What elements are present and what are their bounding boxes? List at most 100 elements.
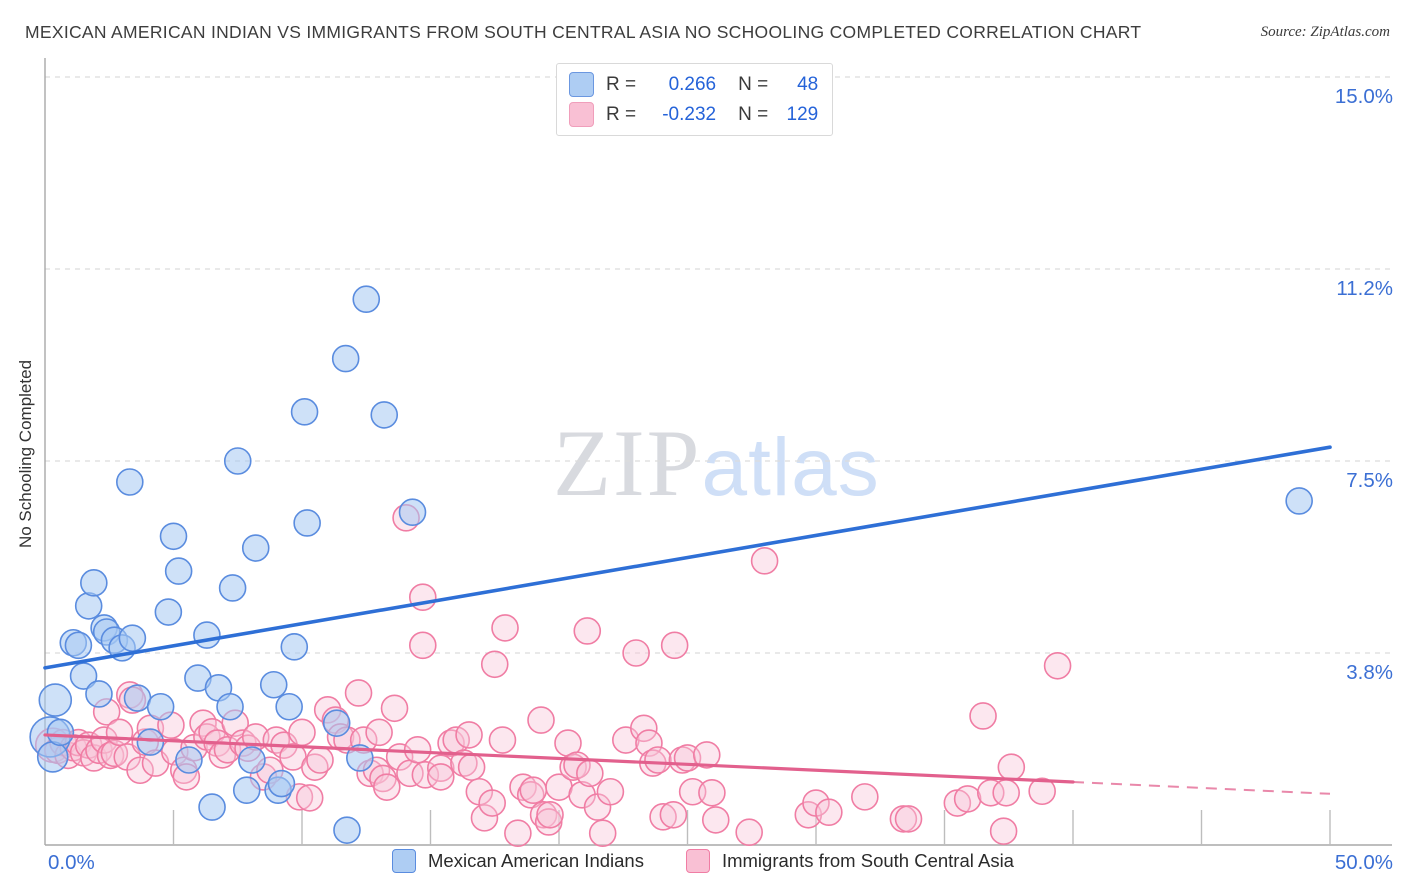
pink-point (491, 614, 519, 642)
pink-point (126, 756, 154, 785)
pink-point (815, 798, 843, 827)
pink-point (457, 753, 486, 781)
blue-point (164, 557, 193, 585)
blue-point (223, 447, 252, 475)
y-tick-label: 7.5% (1346, 469, 1393, 492)
pink-point (660, 631, 689, 660)
pink-point (630, 714, 658, 743)
pink-point (692, 741, 721, 769)
pink-point (989, 817, 1018, 845)
r-label: R = (606, 73, 637, 95)
blue-point (290, 398, 319, 426)
blue-point (267, 769, 296, 798)
blue-point (85, 680, 113, 708)
n-label: N = (738, 73, 769, 95)
n-value-blue: 48 (797, 73, 819, 95)
pink-point (470, 804, 499, 832)
blue-point (275, 692, 303, 721)
blue-point (123, 684, 152, 712)
pink-point (426, 754, 455, 783)
pink-point (403, 735, 432, 764)
pink-point (698, 778, 726, 807)
pink-point (519, 776, 548, 805)
blue-point (159, 522, 188, 551)
pink-point (536, 800, 564, 829)
y-axis-title: No Schooling Completed (16, 359, 35, 549)
pink-legend-swatch-icon (685, 849, 710, 873)
blue-legend-swatch-icon (392, 849, 417, 873)
blue-point (346, 744, 374, 772)
pink-point (306, 746, 334, 774)
pink-point (969, 702, 997, 730)
pink-point (450, 749, 478, 777)
pink-trend-line (43, 733, 1075, 784)
blue-point (74, 592, 103, 620)
r-label: R = (606, 103, 637, 125)
series-legend: Mexican American Indians Immigrants from… (0, 849, 1406, 873)
pink-point (644, 746, 672, 774)
blue-point (64, 631, 93, 660)
blue-point (46, 718, 75, 747)
pink-trend-line-dashed-extension (1072, 781, 1331, 795)
y-tick-label: 3.8% (1346, 661, 1393, 684)
blue-point (146, 692, 175, 721)
blue-point (216, 692, 244, 721)
stats-row-pink: R = -0.232 N = 129 (569, 102, 818, 127)
pink-point (1043, 651, 1072, 680)
y-tick-label: 15.0% (1335, 85, 1393, 108)
blue-point (322, 709, 351, 737)
blue-point (280, 633, 309, 661)
pink-point (527, 706, 555, 734)
stats-row-blue: R = 0.266 N = 48 (569, 72, 818, 97)
blue-point (198, 793, 226, 821)
pink-point (408, 631, 437, 660)
blue-point (154, 598, 183, 626)
pink-point (1028, 777, 1056, 806)
r-value-blue: 0.266 (668, 73, 717, 95)
blue-point (38, 683, 73, 717)
pink-point (851, 783, 879, 811)
pink-point (504, 819, 532, 848)
blue-point (80, 569, 108, 597)
page-title: MEXICAN AMERICAN INDIAN VS IMMIGRANTS FR… (25, 22, 1142, 42)
blue-point (116, 468, 144, 496)
pink-point (437, 729, 465, 757)
pink-point (288, 718, 316, 747)
blue-point (238, 746, 266, 774)
pink-point (701, 806, 730, 834)
blue-point (218, 574, 247, 602)
pink-point (894, 805, 923, 833)
pink-point (659, 800, 688, 829)
pink-point (596, 777, 625, 806)
pink-series-swatch-icon (569, 102, 594, 127)
blue-point (36, 741, 69, 773)
blue-point (241, 534, 270, 562)
pink-point (344, 679, 373, 707)
pink-point (488, 726, 517, 754)
x-axis-min-label: 0.0% (48, 851, 95, 874)
pink-point (426, 763, 455, 791)
legend-label-blue: Mexican American Indians (428, 850, 644, 871)
blue-point (1285, 487, 1313, 515)
pink-point (509, 773, 537, 801)
blue-point (175, 746, 203, 774)
pink-point (953, 785, 982, 813)
blue-point (331, 344, 360, 373)
correlation-stats-legend: R = 0.266 N = 48 R = -0.232 N = 129 (556, 63, 834, 136)
blue-point (293, 509, 321, 537)
pink-point (365, 718, 393, 747)
pink-point (478, 789, 506, 817)
pink-point (480, 650, 509, 679)
pink-point (576, 759, 604, 788)
n-value-pink: 129 (786, 103, 819, 125)
pink-point (573, 617, 602, 645)
pink-point (373, 773, 401, 801)
pink-point (455, 721, 483, 749)
n-label: N = (738, 103, 769, 125)
blue-point (232, 776, 261, 805)
blue-trend-line (43, 445, 1332, 670)
blue-point (370, 401, 399, 429)
pink-point (992, 778, 1020, 807)
pink-point (735, 818, 763, 847)
